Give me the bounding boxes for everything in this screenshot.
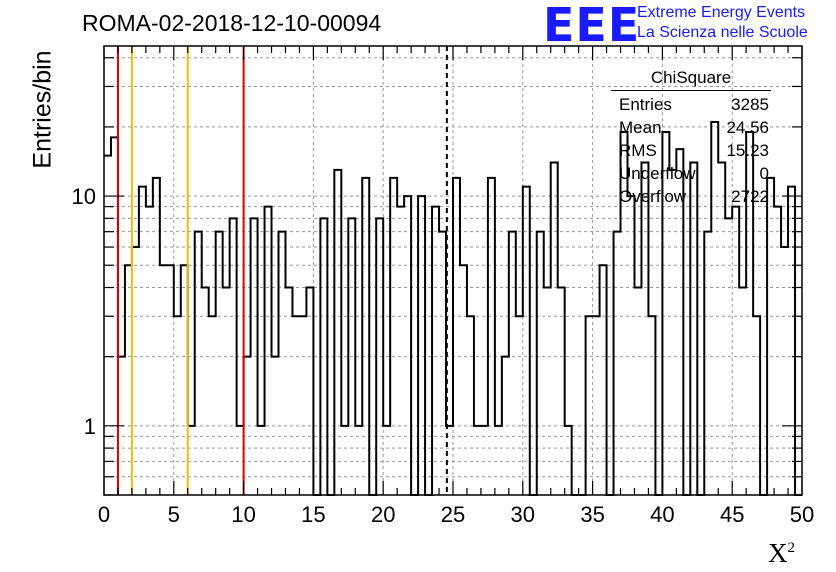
stats-value: 24.56 bbox=[726, 118, 769, 137]
y-axis-label-wrap: Entries/bin bbox=[8, 40, 57, 190]
stats-value: 15.23 bbox=[726, 141, 769, 160]
x-tick-label: 40 bbox=[650, 502, 674, 527]
x-tick-label: 35 bbox=[580, 502, 604, 527]
y-tick-label: 1 bbox=[84, 414, 96, 439]
stats-label: Underflow bbox=[619, 164, 696, 183]
y-axis-label: Entries/bin bbox=[28, 50, 57, 169]
stats-row-underflow: Underflow 0 bbox=[611, 162, 771, 185]
x-tick-label: 20 bbox=[371, 502, 395, 527]
stats-label: Entries bbox=[619, 95, 672, 114]
x-tick-label: 5 bbox=[168, 502, 180, 527]
x-axis-label-base: X bbox=[768, 538, 788, 568]
stats-label: Mean bbox=[619, 118, 662, 137]
stats-row-overflow: Overflow 2722 bbox=[611, 185, 771, 208]
x-axis-label: X2 bbox=[768, 538, 795, 569]
stats-value: 3285 bbox=[731, 95, 769, 114]
stats-title: ChiSquare bbox=[611, 68, 771, 91]
x-tick-label: 30 bbox=[511, 502, 535, 527]
logo-line-2: La Scienza nelle Scuole bbox=[637, 24, 808, 41]
x-tick-label: 45 bbox=[720, 502, 744, 527]
stats-row-mean: Mean 24.56 bbox=[611, 116, 771, 139]
x-tick-label: 15 bbox=[301, 502, 325, 527]
run-title: ROMA-02-2018-12-10-00094 bbox=[82, 10, 382, 36]
logo-line-1: Extreme Energy Events bbox=[637, 4, 806, 21]
stats-label: Overflow bbox=[619, 187, 687, 206]
x-tick-label: 0 bbox=[98, 502, 110, 527]
x-axis-label-superscript: 2 bbox=[787, 540, 796, 556]
x-tick-label: 25 bbox=[441, 502, 465, 527]
eee-logo: EEE bbox=[543, 0, 641, 52]
stats-value: 2722 bbox=[731, 187, 769, 206]
stats-box: ChiSquare Entries 3285 Mean 24.56 RMS 15.23… bbox=[611, 68, 771, 208]
y-tick-label: 10 bbox=[72, 184, 96, 209]
eee-logo-text: Extreme Energy Events La Scienza nelle S… bbox=[637, 3, 808, 43]
stats-row-rms: RMS 15.23 bbox=[611, 139, 771, 162]
x-tick-label: 10 bbox=[231, 502, 255, 527]
stats-row-entries: Entries 3285 bbox=[611, 93, 771, 116]
stats-label: RMS bbox=[619, 141, 657, 160]
stats-value: 0 bbox=[759, 164, 769, 183]
x-tick-label: 50 bbox=[790, 502, 814, 527]
